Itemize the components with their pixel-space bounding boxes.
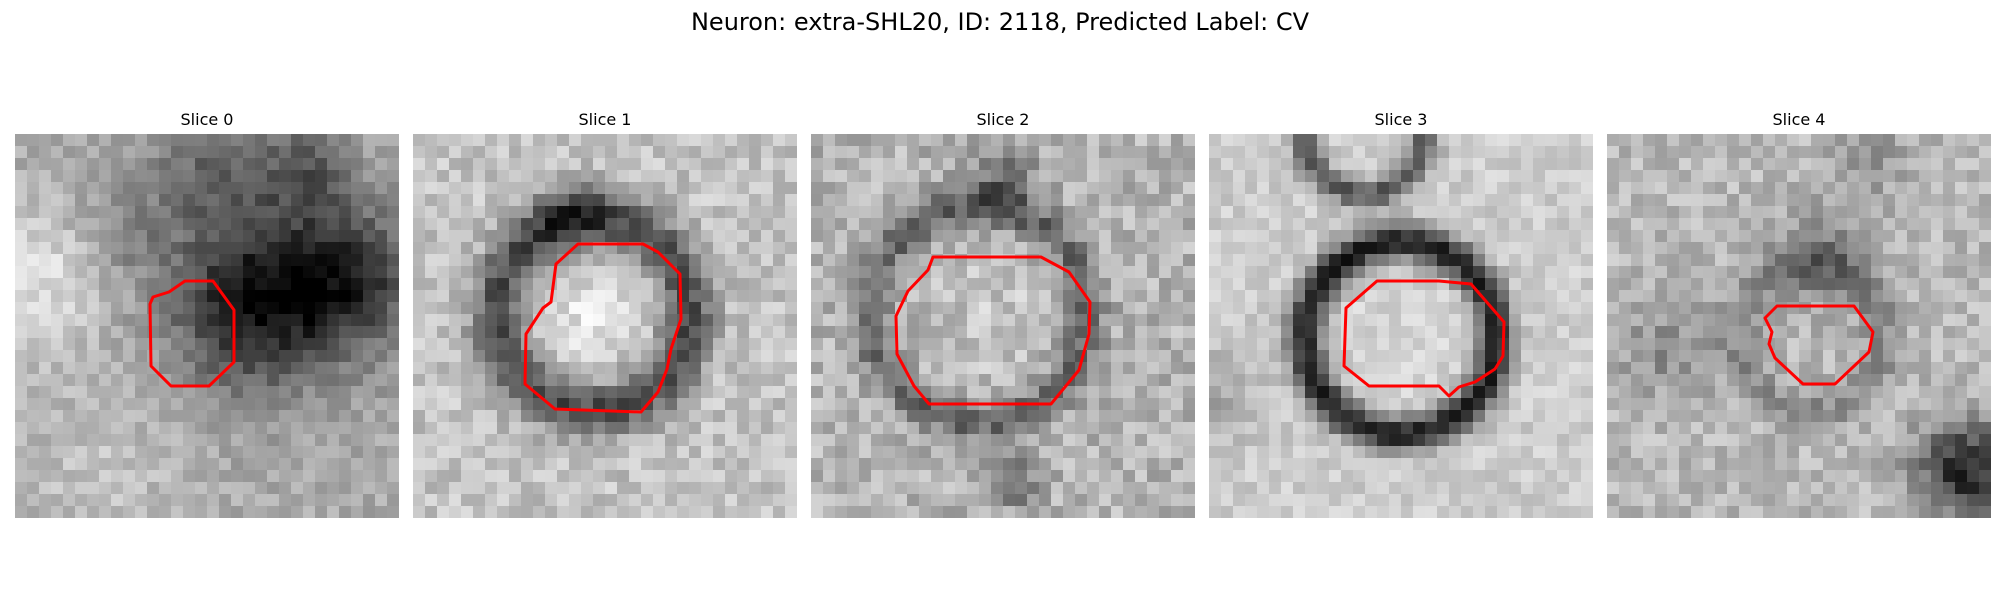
slice-title-4: Slice 4 — [1772, 110, 1826, 129]
contour-0 — [148, 279, 236, 388]
slice-image-0 — [15, 134, 399, 518]
slice-title-0: Slice 0 — [180, 110, 234, 129]
slice-image-3 — [1209, 134, 1593, 518]
slice-title-2: Slice 2 — [976, 110, 1030, 129]
contour-2 — [894, 255, 1092, 406]
slice-image-2 — [811, 134, 1195, 518]
contour-4 — [1763, 304, 1875, 386]
slice-image-4 — [1607, 134, 1991, 518]
contour-3 — [1342, 279, 1506, 398]
slice-title-1: Slice 1 — [578, 110, 632, 129]
figure-title: Neuron: extra-SHL20, ID: 2118, Predicted… — [690, 8, 1310, 36]
slice-title-3: Slice 3 — [1374, 110, 1428, 129]
contour-1 — [523, 242, 683, 414]
slice-image-1 — [413, 134, 797, 518]
